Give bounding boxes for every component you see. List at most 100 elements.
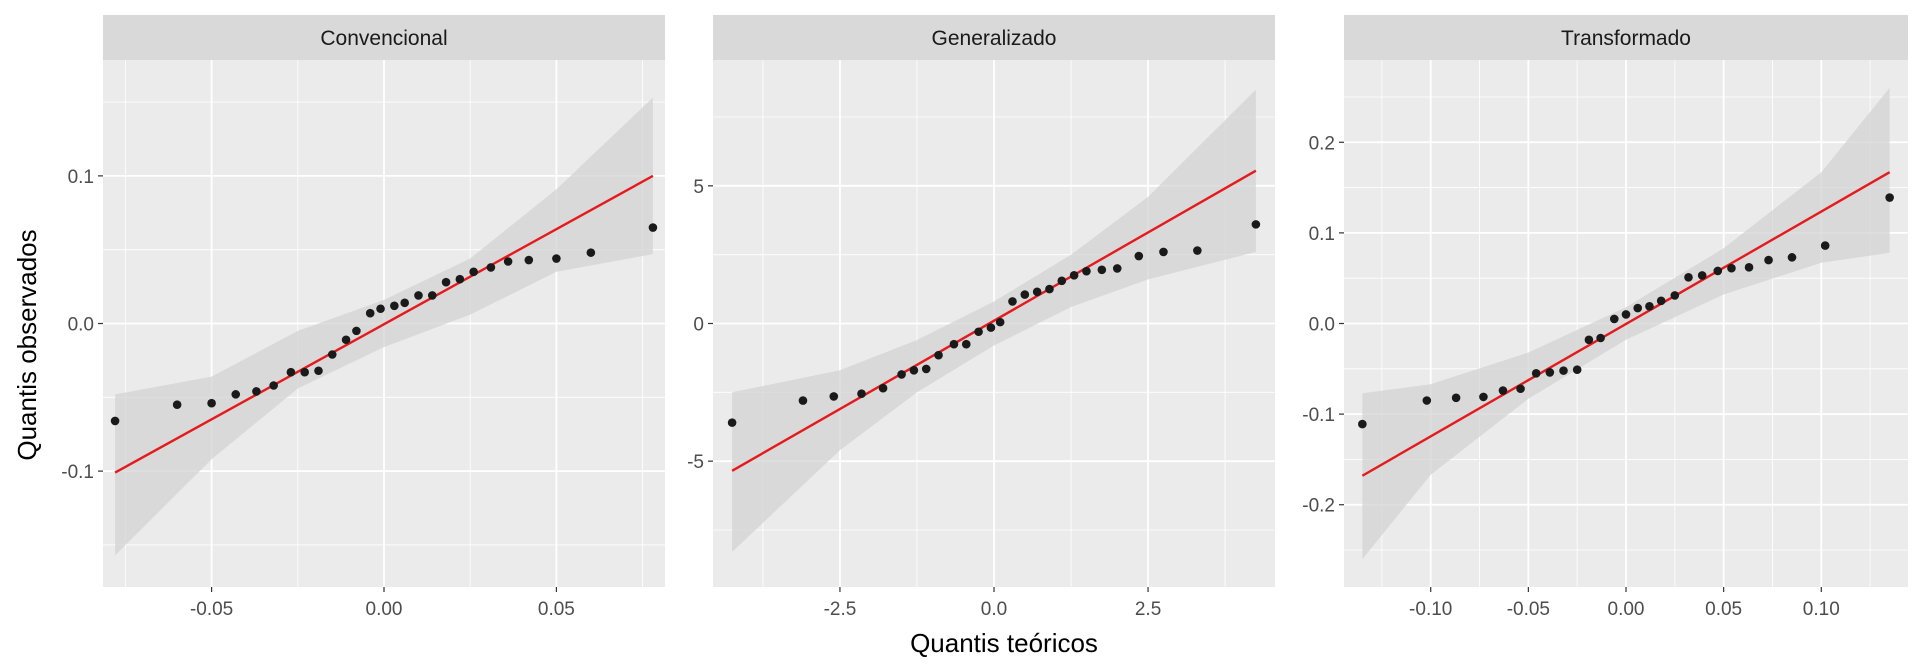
data-point xyxy=(486,263,496,272)
data-point xyxy=(1251,220,1261,229)
data-point xyxy=(1069,271,1079,280)
data-point xyxy=(1697,271,1707,280)
data-point xyxy=(1670,291,1680,300)
data-point xyxy=(455,274,465,284)
data-point xyxy=(441,277,451,287)
data-point xyxy=(376,304,385,314)
x-tick-label: -0.05 xyxy=(1507,599,1550,620)
data-point xyxy=(1656,296,1666,306)
data-point xyxy=(1057,276,1067,286)
data-point xyxy=(897,370,906,379)
data-point xyxy=(829,392,839,401)
data-point xyxy=(390,301,399,311)
y-tick-label: 0.1 xyxy=(68,167,94,188)
data-point xyxy=(949,339,959,349)
confidence-band xyxy=(115,97,653,556)
reference-line xyxy=(114,174,654,474)
facet-strip xyxy=(713,15,1275,60)
data-point xyxy=(878,383,888,393)
data-point xyxy=(1820,241,1830,250)
data-point xyxy=(1516,384,1525,394)
data-point xyxy=(1422,396,1432,405)
x-tick-label: 0.05 xyxy=(538,599,575,620)
x-tick-label: 0.10 xyxy=(1803,599,1840,620)
data-point xyxy=(1008,297,1017,306)
y-tick-label: -0.2 xyxy=(1302,496,1335,517)
y-tick-label: -0.1 xyxy=(1302,405,1335,426)
data-point xyxy=(414,291,423,300)
data-point xyxy=(252,387,261,396)
data-point xyxy=(1559,366,1568,375)
facet-strip-label: Transformado xyxy=(1561,27,1691,50)
data-point xyxy=(1596,333,1605,343)
data-point xyxy=(314,366,323,376)
data-point xyxy=(1097,265,1107,275)
data-point xyxy=(1645,301,1654,311)
y-tick-label: -5 xyxy=(687,452,704,473)
data-point xyxy=(1358,419,1367,429)
y-tick-label: 0.0 xyxy=(68,315,94,336)
data-point xyxy=(909,366,919,375)
x-tick-label: -0.10 xyxy=(1409,599,1452,620)
data-point xyxy=(1082,266,1091,276)
data-point xyxy=(1885,193,1894,202)
data-point xyxy=(300,367,309,377)
data-point xyxy=(1479,392,1488,402)
y-tick-label: 5 xyxy=(693,177,704,198)
data-point xyxy=(1045,284,1054,294)
data-point xyxy=(1159,247,1168,257)
reference-line xyxy=(1361,171,1891,477)
data-point xyxy=(1621,310,1631,319)
data-point xyxy=(1764,255,1773,265)
data-point xyxy=(469,267,478,277)
data-point xyxy=(1112,264,1122,273)
data-point xyxy=(269,381,278,390)
data-point xyxy=(327,350,337,359)
facet-panel-3: Transformado -0.10 -0.05 0.00 0.05 0.10 -0.2 -0… xyxy=(1302,15,1908,620)
y-tick-label: -0.1 xyxy=(61,462,94,483)
x-tick-label: -2.5 xyxy=(824,599,857,620)
data-point xyxy=(1451,393,1461,403)
y-axis-title: Quantis observados xyxy=(12,229,42,460)
y-tick-label: 0 xyxy=(693,315,704,336)
data-point xyxy=(857,389,866,399)
data-point xyxy=(1134,251,1144,261)
data-point xyxy=(921,364,931,374)
data-point xyxy=(1572,365,1582,375)
data-point xyxy=(1727,263,1736,273)
data-point xyxy=(934,350,943,360)
y-tick-label: 0.1 xyxy=(1309,224,1335,245)
data-point xyxy=(172,400,182,409)
data-point xyxy=(352,326,361,336)
data-point xyxy=(1609,314,1619,324)
data-point xyxy=(648,223,658,232)
data-point xyxy=(1684,272,1693,282)
data-point xyxy=(798,396,808,405)
data-point xyxy=(524,255,534,265)
reference-line xyxy=(731,169,1257,472)
data-point xyxy=(400,298,409,308)
data-point xyxy=(1713,266,1723,276)
facet-strip-label: Generalizado xyxy=(932,27,1057,50)
facet-strip-label: Convencional xyxy=(320,27,447,50)
data-point xyxy=(974,327,983,337)
data-point xyxy=(1193,246,1202,255)
x-tick-label: 0.00 xyxy=(1608,599,1645,620)
facet-panel-2: Generalizado -2.5 0.0 2.5 -5 0 5 xyxy=(687,15,1275,620)
data-point xyxy=(286,367,296,377)
data-point xyxy=(1032,287,1042,297)
data-point xyxy=(503,257,513,266)
data-point xyxy=(1787,253,1797,262)
facet-strip xyxy=(103,15,665,60)
x-tick-label: 2.5 xyxy=(1135,599,1161,620)
data-point xyxy=(586,248,596,257)
data-point xyxy=(365,308,375,318)
x-tick-label: 0.00 xyxy=(366,599,403,620)
data-point xyxy=(427,291,437,300)
data-point xyxy=(986,323,996,332)
x-tick-label: 0.0 xyxy=(981,599,1007,620)
facet-strip xyxy=(1344,15,1908,60)
x-tick-label: -0.05 xyxy=(190,599,233,620)
data-point xyxy=(207,398,216,408)
